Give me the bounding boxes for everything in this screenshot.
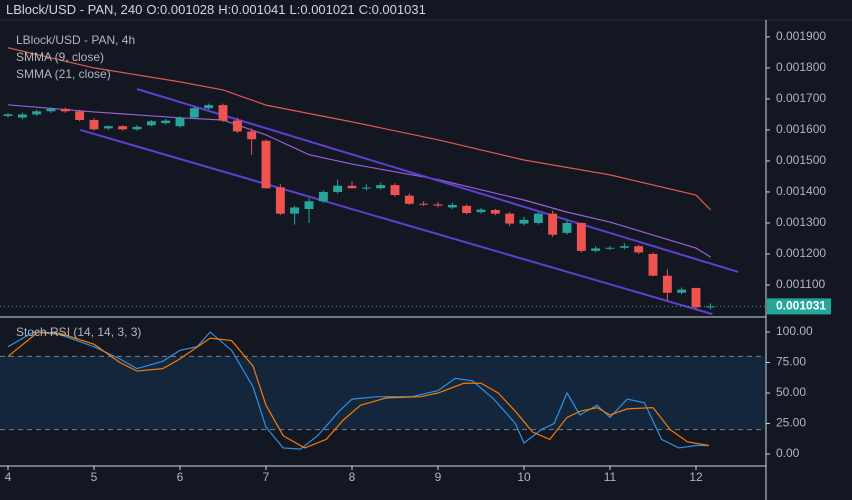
candle-body <box>17 114 27 118</box>
candle-body <box>275 187 285 214</box>
candle-body <box>333 185 343 192</box>
candle-body <box>161 120 171 124</box>
ohlc-value: 0.001031 <box>371 2 426 17</box>
y-tick-label: 0.001200 <box>776 246 826 260</box>
candle-body <box>605 247 615 249</box>
x-tick-label: 12 <box>689 470 703 484</box>
symbol: LBlock/USD - PAN, 240 <box>6 2 143 17</box>
candle-body <box>634 246 644 253</box>
last-price-label: 0.001031 <box>776 299 826 313</box>
background <box>0 20 852 500</box>
candle-body <box>619 246 629 248</box>
candle-body <box>103 126 113 129</box>
candle-body <box>648 253 658 276</box>
candle-body <box>146 121 156 126</box>
candle-body <box>576 222 586 251</box>
trend-line <box>79 128 713 316</box>
candle-body <box>247 131 257 140</box>
x-tick-label: 9 <box>435 470 442 484</box>
candle-body <box>218 105 228 121</box>
candle-body <box>347 185 357 189</box>
ohlc-value: 0.001028 <box>160 2 215 17</box>
candle-body <box>562 222 572 233</box>
indicator-line <box>7 47 712 211</box>
indicator-line <box>7 331 709 450</box>
ohlc-value: 0.001041 <box>231 2 286 17</box>
candle-body <box>390 185 400 196</box>
y-tick-label: 0.001900 <box>776 29 826 43</box>
candle-body <box>548 213 558 235</box>
ohlc-value: 0.001021 <box>300 2 355 17</box>
ohlc-label: H: <box>218 2 232 17</box>
ohlc-label: O: <box>146 2 161 17</box>
candle-body <box>519 219 529 224</box>
y-tick-label: 0.00 <box>776 446 800 460</box>
y-tick-label: 0.001600 <box>776 122 826 136</box>
y-tick-label: 100.00 <box>776 324 813 338</box>
candle-body <box>705 306 715 308</box>
x-tick-label: 7 <box>263 470 270 484</box>
candle-body <box>290 207 300 214</box>
candle-body <box>433 204 443 206</box>
candle-body <box>533 213 543 223</box>
y-tick-label: 0.001700 <box>776 91 826 105</box>
candle-body <box>3 114 13 116</box>
candle-body <box>261 140 271 189</box>
candle-body <box>318 191 328 202</box>
candle-body <box>60 108 70 112</box>
candle-body <box>419 203 429 205</box>
x-tick-label: 8 <box>349 470 356 484</box>
candle-body <box>132 126 142 130</box>
candle-body <box>232 120 242 132</box>
candle-body <box>376 185 386 189</box>
candle-body <box>591 248 601 251</box>
candle-body <box>662 275 672 293</box>
y-tick-label: 75.00 <box>776 355 806 369</box>
candle-body <box>32 111 42 115</box>
candle-body <box>118 126 128 130</box>
x-tick-label: 5 <box>91 470 98 484</box>
legend-entry: SMMA (9, close) <box>16 50 104 64</box>
candle-body <box>46 108 56 112</box>
candle-body <box>89 120 99 130</box>
x-tick-label: 6 <box>177 470 184 484</box>
y-tick-label: 0.001800 <box>776 60 826 74</box>
candle-body <box>505 213 515 224</box>
candle-body <box>677 289 687 293</box>
last-price-box <box>767 298 831 315</box>
candle-body <box>691 288 701 308</box>
candle-body <box>204 105 214 109</box>
candle-body <box>304 201 314 210</box>
x-tick-label: 4 <box>5 470 12 484</box>
indicator-line <box>7 331 710 449</box>
y-tick-label: 50.00 <box>776 385 806 399</box>
candle-body <box>462 205 472 214</box>
candle-body <box>189 108 199 118</box>
legend-title: LBlock/USD - PAN, 4h <box>16 33 135 47</box>
candle-body <box>447 204 457 208</box>
legend-entry: SMMA (21, close) <box>16 67 111 81</box>
indicator-title: Stoch RSI (14, 14, 3, 3) <box>16 325 141 339</box>
candle-body <box>361 187 371 189</box>
candle-body <box>490 209 500 214</box>
header: LBlock/USD - PAN, 240 O:0.001028 H:0.00104… <box>6 2 434 17</box>
y-tick-label: 0.001300 <box>776 215 826 229</box>
ohlc-label: L: <box>289 2 301 17</box>
candle-body <box>75 111 85 120</box>
band-fill <box>0 356 766 430</box>
y-tick-label: 0.001400 <box>776 184 826 198</box>
indicator-line <box>7 104 711 258</box>
x-tick-label: 10 <box>517 470 531 484</box>
ohlc-label: C: <box>358 2 372 17</box>
y-tick-label: 25.00 <box>776 416 806 430</box>
candle-body <box>404 195 414 204</box>
x-tick-label: 11 <box>604 470 617 484</box>
y-tick-label: 0.001500 <box>776 153 826 167</box>
candle-body <box>476 209 486 213</box>
candle-body <box>175 117 185 127</box>
ohlc: O:0.001028 H:0.001041 L:0.001021 C:0.001031 <box>146 2 430 17</box>
y-tick-label: 0.001100 <box>776 277 825 291</box>
